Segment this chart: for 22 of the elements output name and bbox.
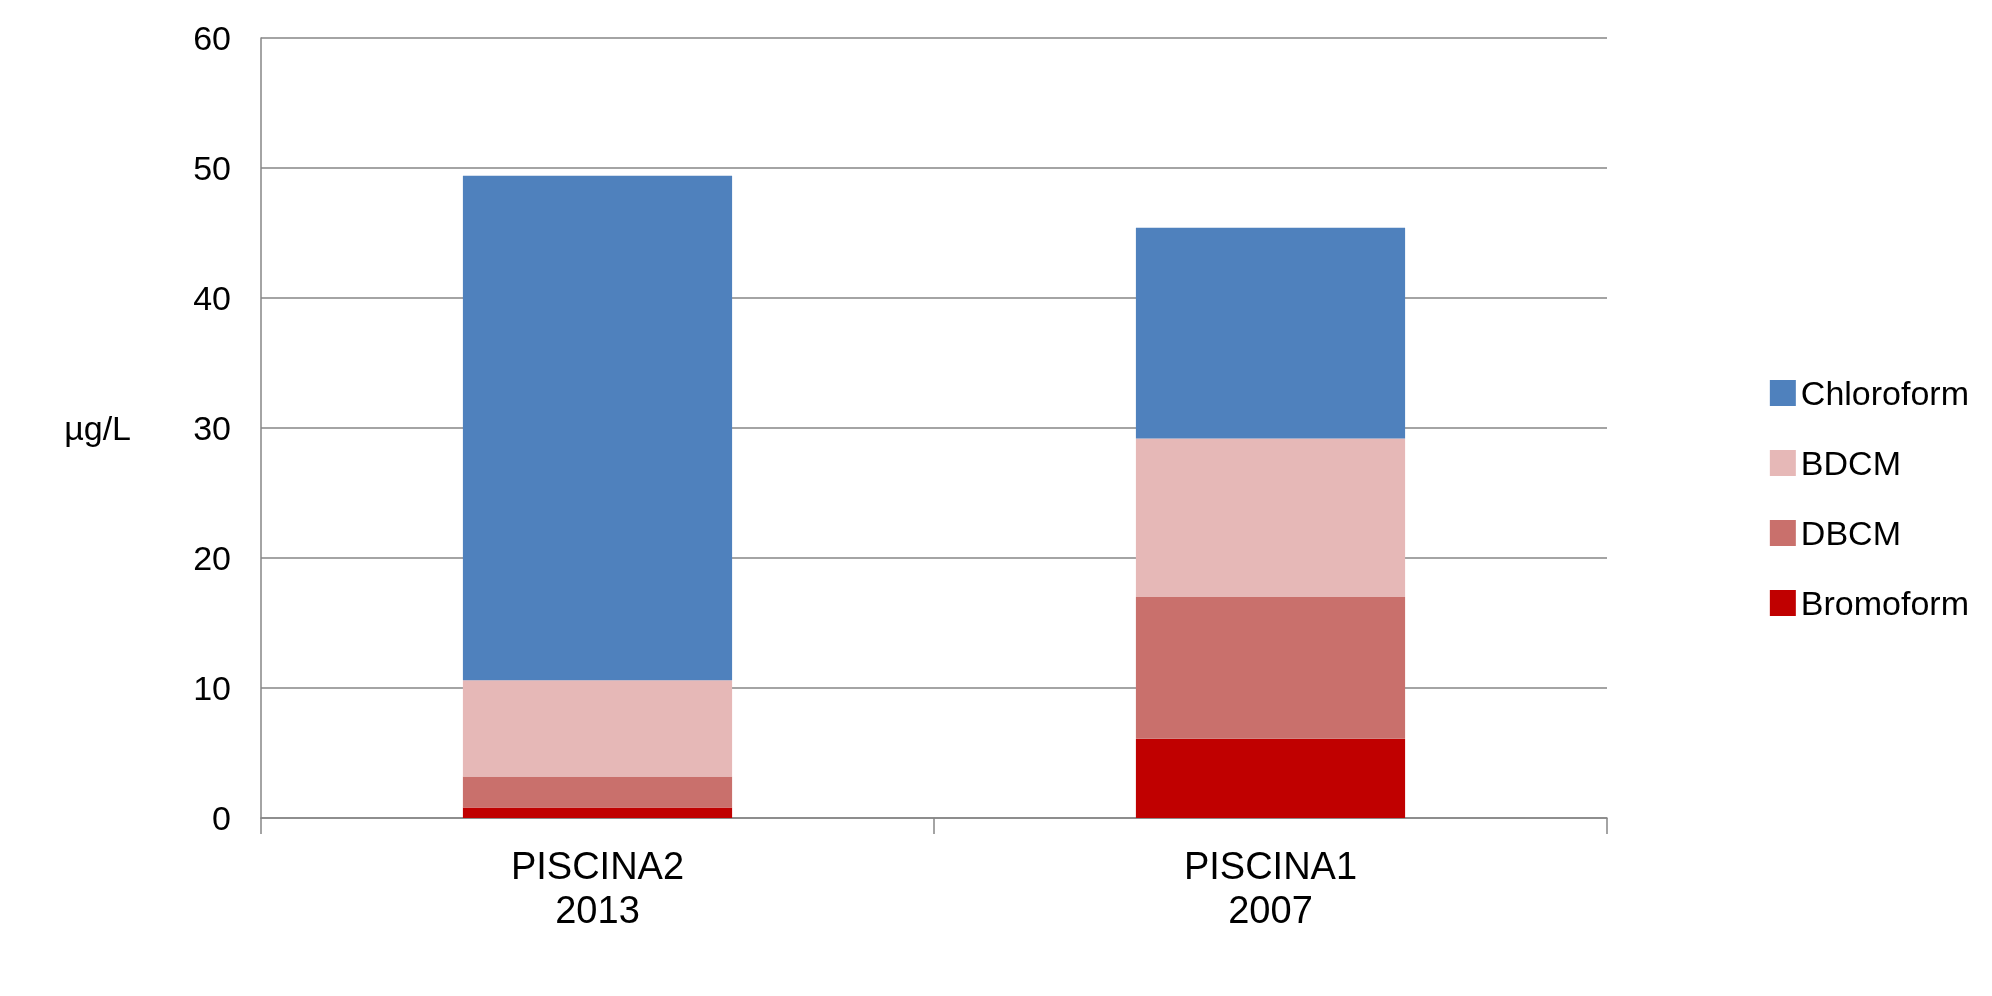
y-tick-label: 40	[193, 279, 231, 317]
bar	[462, 175, 733, 681]
bar	[462, 680, 733, 777]
y-tick-label: 50	[193, 149, 231, 187]
y-axis-title: µg/L	[64, 409, 131, 447]
x-tick-label: PISCINA2 2013	[510, 845, 685, 931]
y-tick-label: 60	[193, 19, 231, 57]
y-tick-label: 20	[193, 539, 231, 577]
y-tick-label: 30	[193, 409, 231, 447]
legend-label: DBCM	[1800, 514, 1901, 552]
y-tick-label: 10	[193, 669, 231, 707]
y-tick-label: 0	[212, 799, 231, 837]
bar	[462, 776, 733, 808]
legend-label: Chloroform	[1800, 374, 1970, 412]
bar	[1135, 227, 1406, 439]
x-tick-label: PISCINA1 2007	[1183, 845, 1358, 931]
bar	[1135, 738, 1406, 818]
legend-label: BDCM	[1800, 444, 1901, 482]
bar	[462, 807, 733, 818]
bar	[1135, 438, 1406, 597]
bar	[1135, 597, 1406, 739]
legend-label: Bromoform	[1800, 584, 1969, 622]
